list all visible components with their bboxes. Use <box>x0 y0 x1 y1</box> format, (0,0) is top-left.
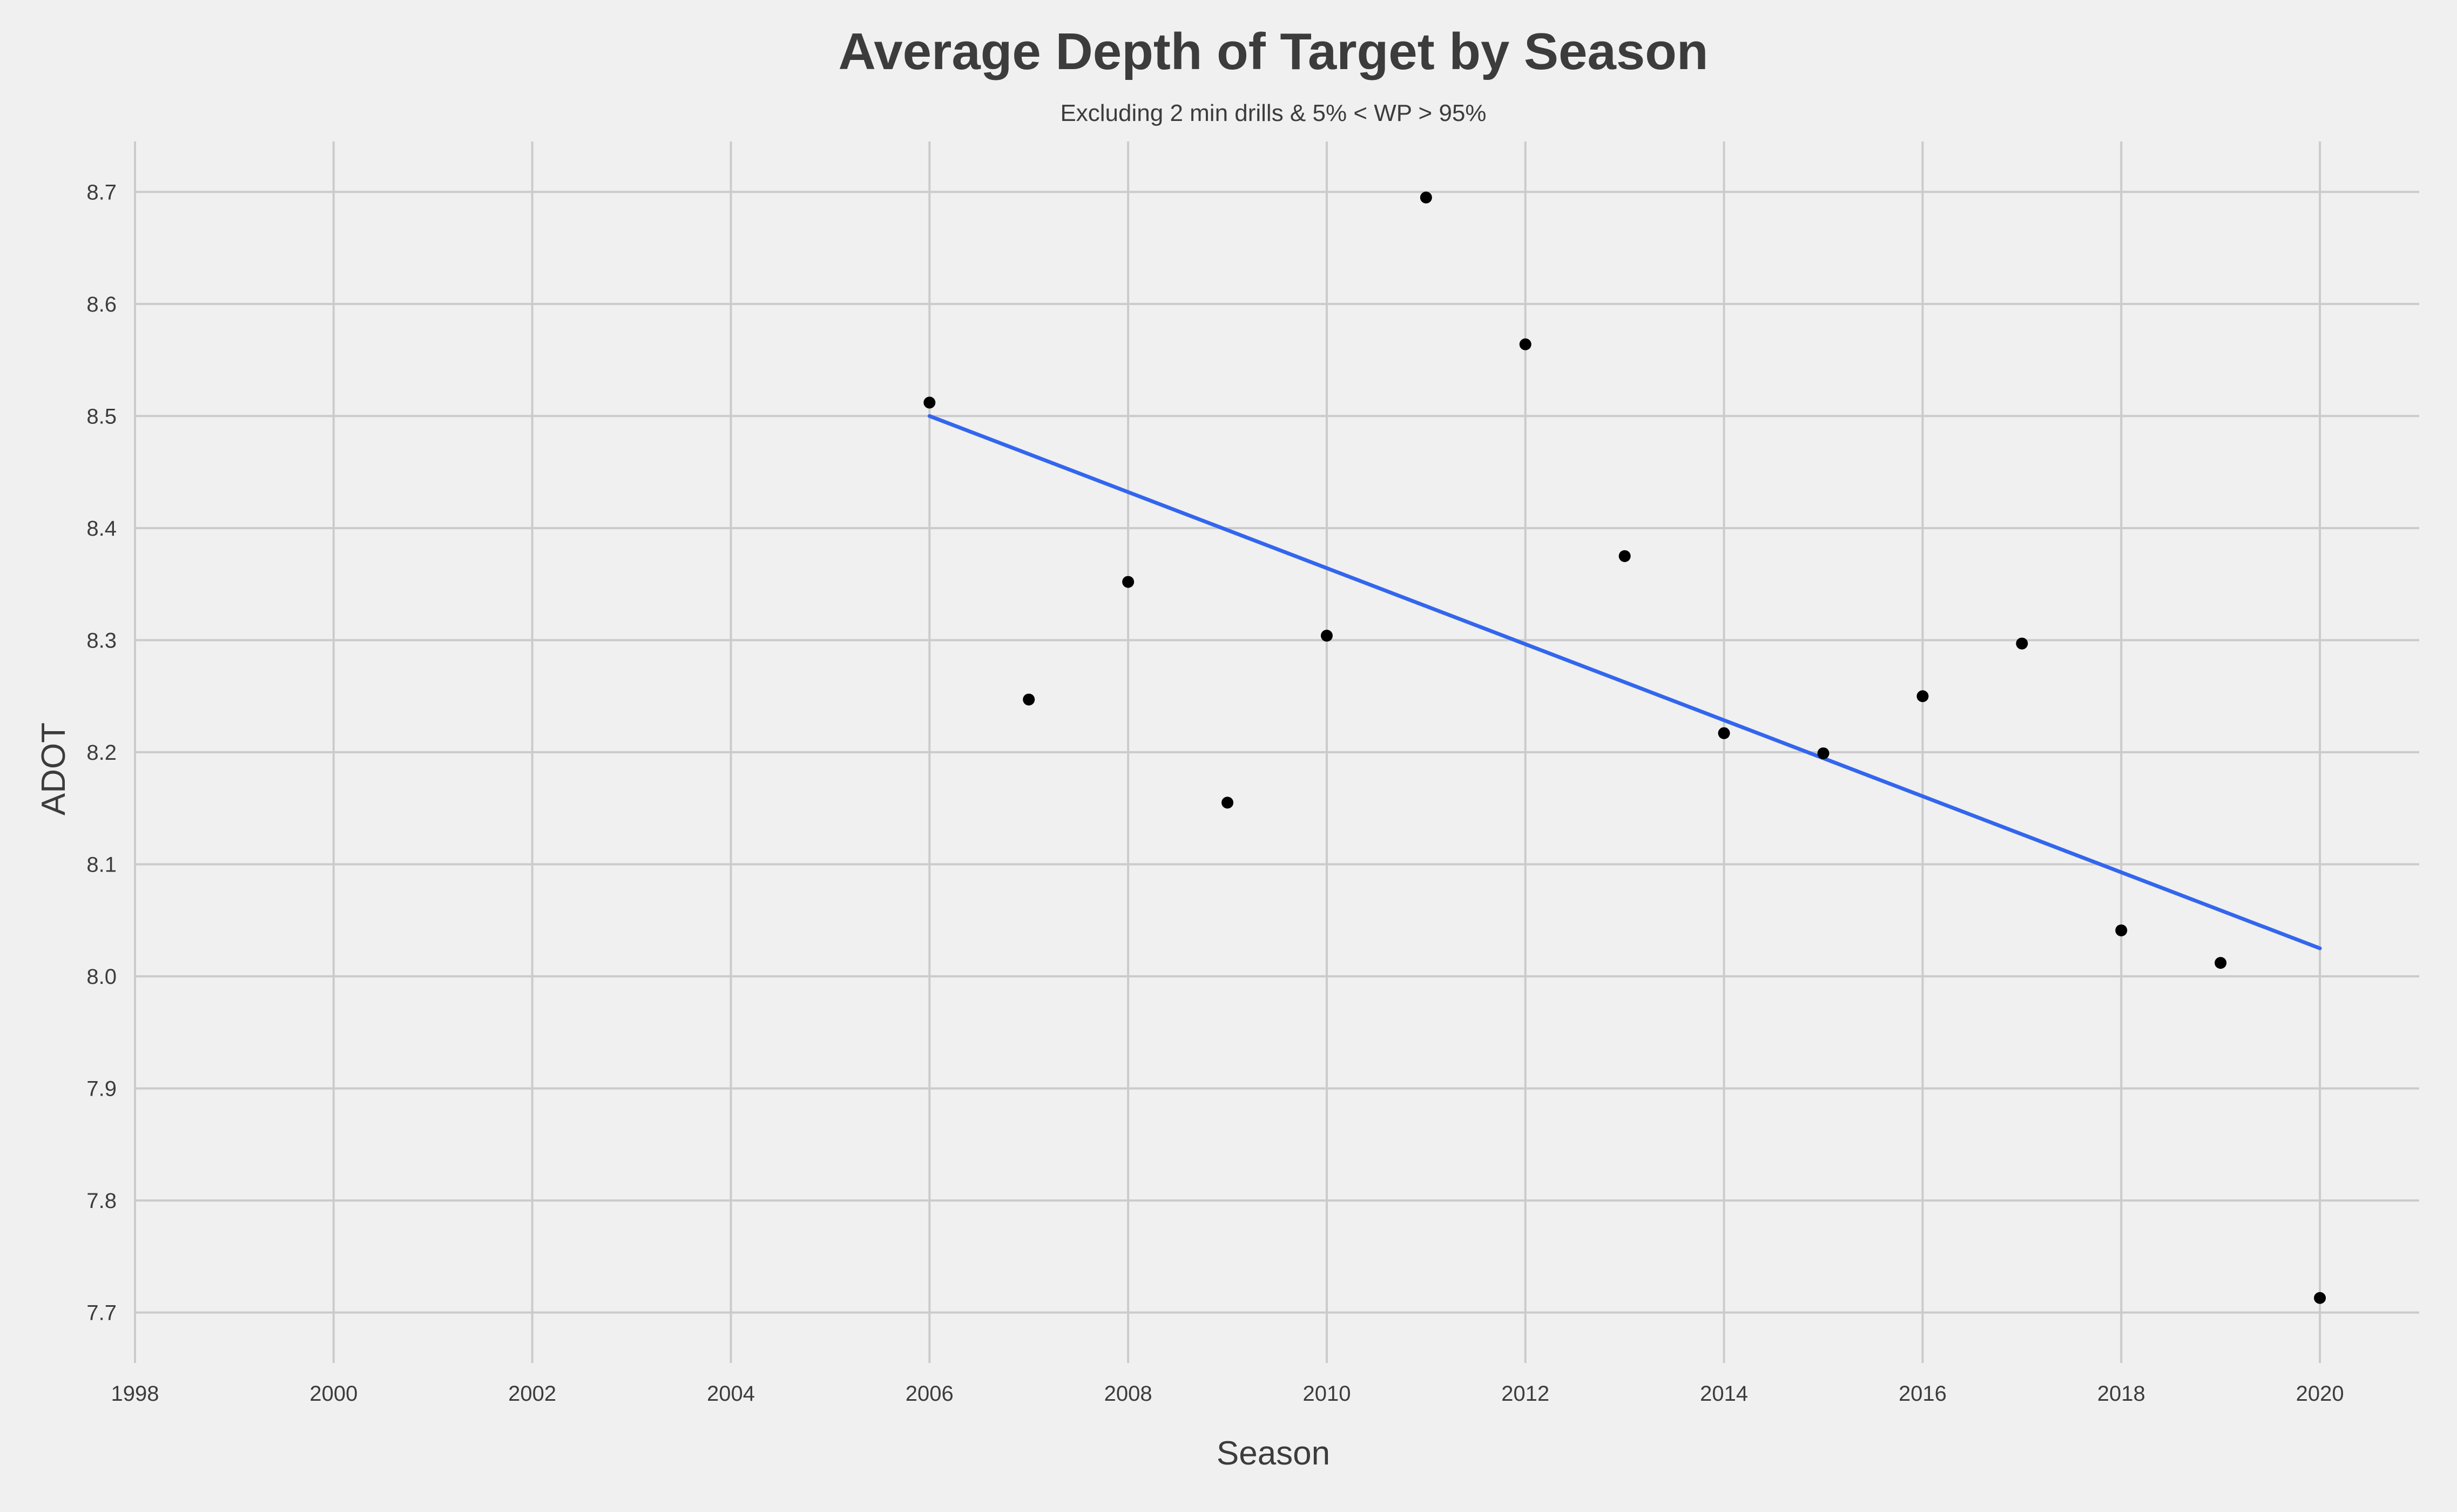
x-tick-label: 2012 <box>1501 1382 1549 1406</box>
x-tick-label: 2010 <box>1302 1382 1351 1406</box>
chart-subtitle: Excluding 2 min drills & 5% < WP > 95% <box>1060 100 1486 126</box>
data-point <box>1817 747 1830 760</box>
data-points <box>923 191 2326 1304</box>
y-tick-label: 8.5 <box>86 404 117 428</box>
x-tick-label: 2004 <box>707 1382 755 1406</box>
x-tick-label: 2014 <box>1700 1382 1748 1406</box>
y-tick-label: 7.8 <box>86 1189 117 1213</box>
y-tick-label: 8.6 <box>86 293 117 316</box>
x-tick-label: 2016 <box>1899 1382 1947 1406</box>
x-axis-label: Season <box>1217 1435 1330 1472</box>
data-point <box>1122 576 1135 588</box>
data-point <box>923 396 936 409</box>
y-axis-label: ADOT <box>35 723 72 815</box>
y-tick-label: 8.3 <box>86 629 117 652</box>
x-tick-label: 2000 <box>309 1382 357 1406</box>
x-tick-label: 2006 <box>906 1382 954 1406</box>
data-point <box>2115 924 2128 936</box>
data-point <box>2215 957 2227 969</box>
y-tick-label: 8.0 <box>86 965 117 989</box>
tick-labels: 1998 2000 2002 2004 2006 2008 2010 2012 2014 2016… <box>86 180 2344 1406</box>
x-tick-label: 1998 <box>111 1382 159 1406</box>
chart-title: Average Depth of Target by Season <box>838 23 1708 80</box>
x-tick-label: 2002 <box>508 1382 556 1406</box>
y-tick-label: 8.7 <box>86 180 117 204</box>
y-tick-label: 8.4 <box>86 517 117 541</box>
y-tick-label: 8.2 <box>86 741 117 765</box>
data-point <box>1320 630 1333 642</box>
data-point <box>1023 693 1035 706</box>
data-point <box>1420 191 1432 204</box>
data-point <box>1519 338 1531 350</box>
y-tick-label: 8.1 <box>86 853 117 877</box>
x-tick-label: 2008 <box>1104 1382 1152 1406</box>
data-point <box>1221 796 1234 809</box>
y-tick-label: 7.9 <box>86 1077 117 1101</box>
trendline-group <box>927 414 2322 950</box>
x-tick-label: 2020 <box>2296 1382 2344 1406</box>
data-point <box>1718 727 1730 739</box>
y-tick-label: 7.7 <box>86 1301 117 1325</box>
data-point <box>1916 690 1929 703</box>
trendline <box>927 414 2322 950</box>
x-tick-label: 2018 <box>2097 1382 2145 1406</box>
data-point <box>2314 1292 2326 1304</box>
data-point <box>1618 550 1631 562</box>
data-point <box>2016 637 2028 650</box>
grid <box>134 141 2419 1363</box>
